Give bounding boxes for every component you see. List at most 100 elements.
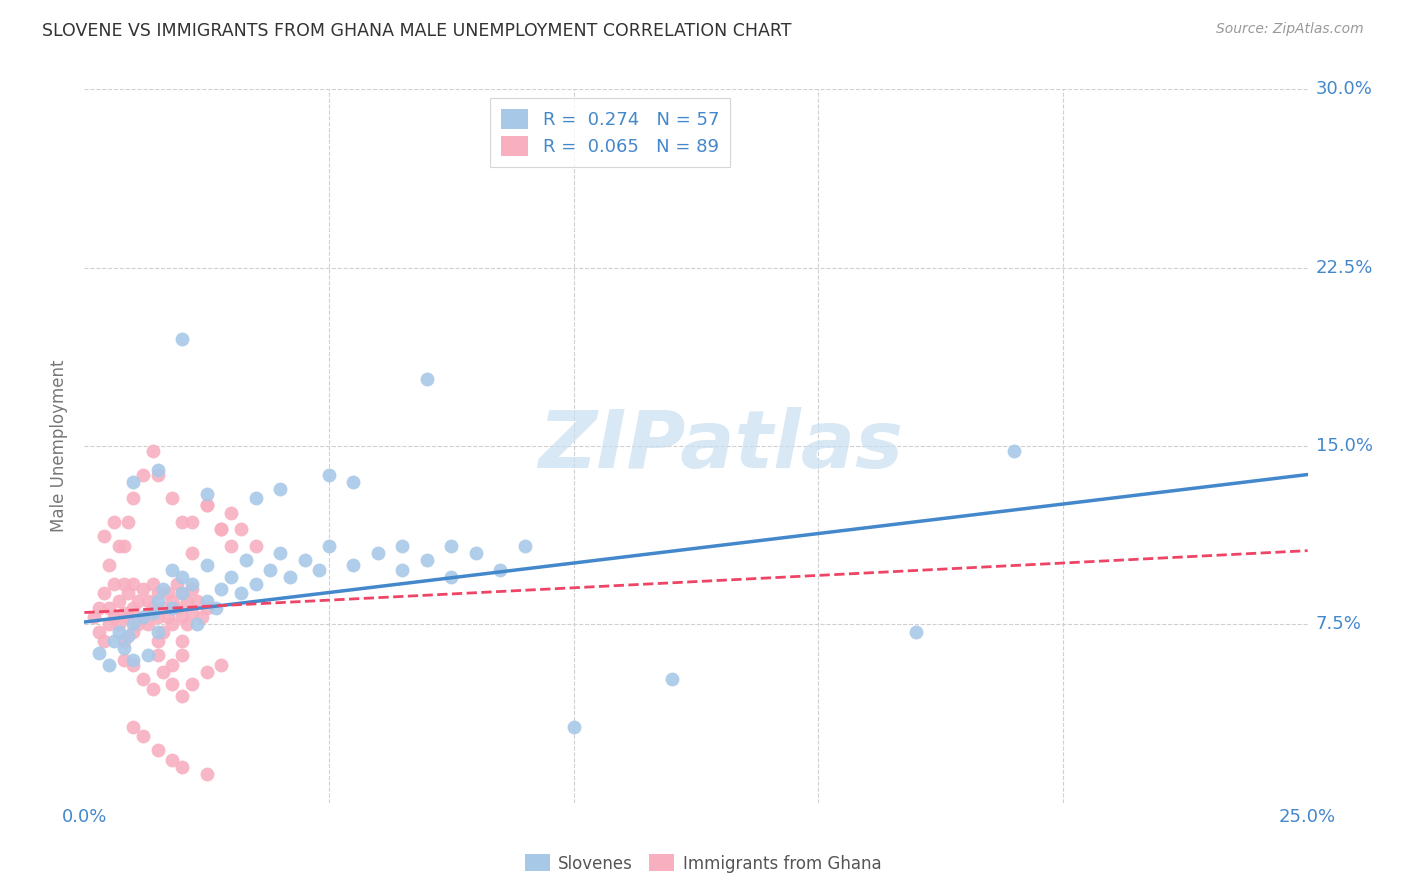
Point — [181, 582, 204, 596]
Point — [259, 563, 281, 577]
Point — [209, 522, 232, 536]
Point — [162, 600, 184, 615]
Point — [162, 617, 184, 632]
Point — [156, 586, 179, 600]
Legend: Slovenes, Immigrants from Ghana: Slovenes, Immigrants from Ghana — [517, 847, 889, 880]
Point — [142, 681, 165, 696]
Point — [172, 586, 194, 600]
Point — [122, 624, 145, 639]
Point — [186, 617, 208, 632]
Point — [166, 577, 188, 591]
Point — [219, 539, 242, 553]
Point — [152, 582, 174, 596]
Point — [146, 467, 169, 482]
Point — [146, 586, 169, 600]
Point — [117, 586, 139, 600]
Point — [245, 539, 267, 553]
Point — [342, 475, 364, 489]
Point — [146, 634, 169, 648]
Point — [318, 467, 340, 482]
Point — [245, 491, 267, 506]
Point — [181, 546, 204, 560]
Point — [440, 570, 463, 584]
Point — [489, 563, 512, 577]
Point — [112, 577, 135, 591]
Point — [166, 600, 188, 615]
Point — [107, 593, 129, 607]
Point — [117, 610, 139, 624]
Text: ZIPatlas: ZIPatlas — [538, 407, 903, 485]
Point — [186, 593, 208, 607]
Point — [181, 606, 204, 620]
Point — [142, 577, 165, 591]
Point — [172, 689, 194, 703]
Point — [245, 577, 267, 591]
Point — [191, 610, 214, 624]
Point — [97, 657, 120, 672]
Point — [103, 577, 125, 591]
Point — [342, 558, 364, 572]
Point — [122, 475, 145, 489]
Point — [661, 672, 683, 686]
Point — [219, 570, 242, 584]
Point — [172, 586, 194, 600]
Point — [162, 491, 184, 506]
Point — [162, 753, 184, 767]
Point — [122, 577, 145, 591]
Point — [107, 539, 129, 553]
Point — [162, 593, 184, 607]
Point — [235, 553, 257, 567]
Point — [416, 553, 439, 567]
Point — [278, 570, 301, 584]
Point — [1002, 443, 1025, 458]
Point — [172, 760, 194, 774]
Point — [103, 610, 125, 624]
Point — [112, 641, 135, 656]
Point — [127, 617, 149, 632]
Point — [103, 515, 125, 529]
Point — [176, 593, 198, 607]
Point — [195, 486, 218, 500]
Point — [308, 563, 330, 577]
Point — [229, 522, 252, 536]
Point — [142, 600, 165, 615]
Point — [195, 558, 218, 572]
Text: 30.0%: 30.0% — [1316, 80, 1372, 98]
Point — [162, 563, 184, 577]
Point — [107, 617, 129, 632]
Point — [152, 665, 174, 679]
Point — [127, 593, 149, 607]
Point — [172, 610, 194, 624]
Point — [269, 482, 291, 496]
Point — [464, 546, 486, 560]
Point — [152, 600, 174, 615]
Point — [93, 529, 115, 543]
Point — [195, 499, 218, 513]
Point — [142, 606, 165, 620]
Point — [152, 624, 174, 639]
Text: SLOVENE VS IMMIGRANTS FROM GHANA MALE UNEMPLOYMENT CORRELATION CHART: SLOVENE VS IMMIGRANTS FROM GHANA MALE UN… — [42, 22, 792, 40]
Point — [146, 610, 169, 624]
Point — [162, 677, 184, 691]
Point — [136, 593, 159, 607]
Point — [209, 522, 232, 536]
Point — [440, 539, 463, 553]
Point — [122, 491, 145, 506]
Point — [87, 646, 110, 660]
Point — [172, 515, 194, 529]
Point — [117, 515, 139, 529]
Point — [176, 617, 198, 632]
Point — [136, 648, 159, 663]
Point — [205, 600, 228, 615]
Y-axis label: Male Unemployment: Male Unemployment — [51, 359, 69, 533]
Point — [146, 593, 169, 607]
Point — [122, 600, 145, 615]
Point — [195, 600, 218, 615]
Point — [562, 720, 585, 734]
Point — [181, 515, 204, 529]
Point — [416, 372, 439, 386]
Point — [172, 648, 194, 663]
Text: Source: ZipAtlas.com: Source: ZipAtlas.com — [1216, 22, 1364, 37]
Point — [132, 729, 155, 743]
Point — [112, 606, 135, 620]
